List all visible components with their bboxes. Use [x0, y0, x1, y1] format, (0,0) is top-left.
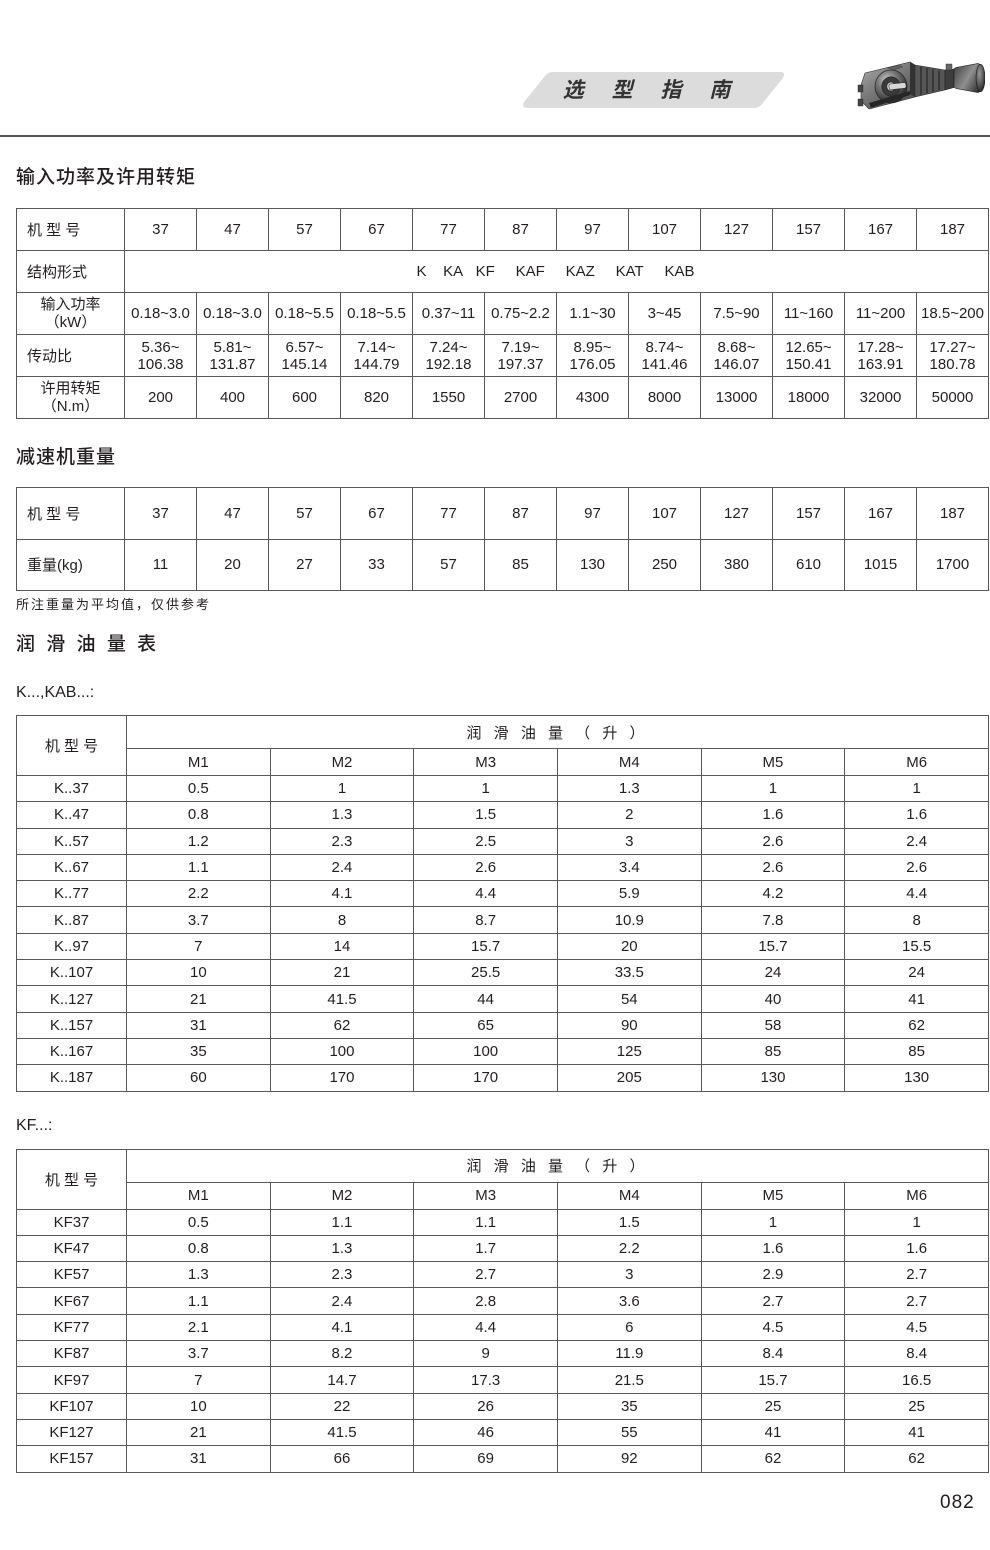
svg-text:选 型 指 南: 选 型 指 南: [563, 79, 742, 102]
